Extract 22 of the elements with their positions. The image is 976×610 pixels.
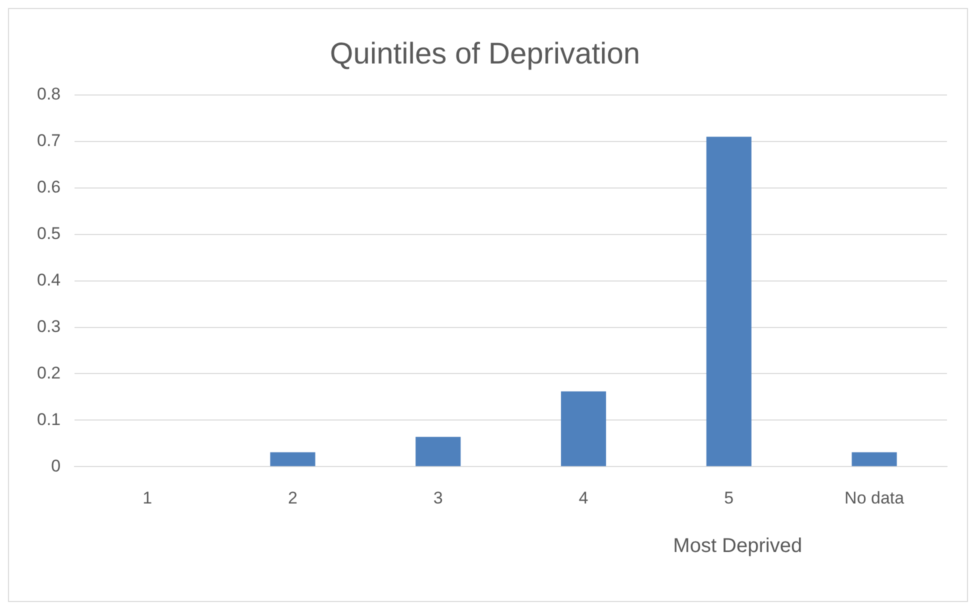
chart-title: Quintiles of Deprivation	[330, 37, 640, 70]
x-tick-label: 3	[433, 488, 443, 508]
y-tick-label: 0.1	[36, 410, 61, 429]
x-axis-title: Most Deprived	[673, 535, 802, 558]
bar	[270, 452, 316, 466]
bar	[852, 452, 897, 466]
bar	[560, 391, 606, 466]
y-tick-label: 0.8	[36, 84, 61, 104]
x-tick-label: 4	[578, 488, 588, 508]
y-tick-label: 0	[51, 456, 61, 476]
y-tick-label: 0.5	[36, 224, 61, 244]
x-tick-label: 1	[142, 488, 152, 508]
x-tick-label: 5	[724, 488, 734, 508]
x-tick-label: 2	[288, 488, 298, 508]
y-tick-label: 0.7	[36, 131, 61, 150]
bar	[416, 436, 461, 466]
y-tick-label: 0.3	[36, 316, 61, 336]
y-tick-label: 0.6	[36, 178, 61, 197]
y-tick-label: 0.2	[36, 363, 61, 382]
x-tick-label: No data	[844, 488, 905, 508]
y-tick-label: 0.4	[36, 270, 61, 290]
bar	[706, 136, 752, 466]
